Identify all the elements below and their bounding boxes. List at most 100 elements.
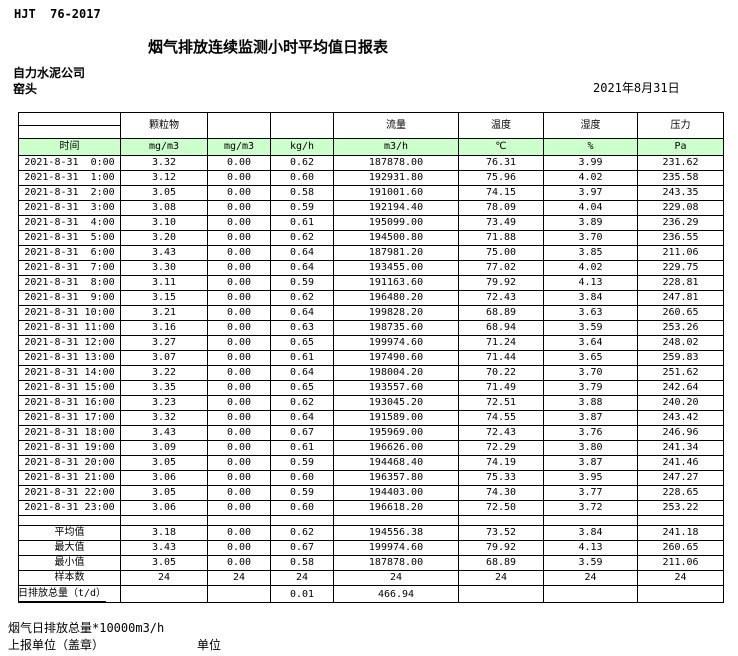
report-date: 2021年8月31日 [593, 81, 680, 95]
value-cell: 3.70 [543, 230, 638, 246]
value-cell: 3.59 [543, 555, 638, 571]
summary-label: 最大值 [18, 540, 121, 556]
value-cell: 0.00 [207, 260, 271, 276]
value-cell: 3.99 [543, 155, 638, 171]
value-cell: 73.49 [458, 215, 544, 231]
value-cell: 235.58 [637, 170, 724, 186]
spacer-row [18, 515, 724, 526]
value-cell: 3.20 [120, 230, 208, 246]
time-cell: 2021-8-31 11:00 [18, 320, 121, 336]
time-cell: 2021-8-31 20:00 [18, 455, 121, 471]
value-cell: 72.51 [458, 395, 544, 411]
value-cell: 192194.40 [333, 200, 459, 216]
value-cell [458, 585, 544, 603]
time-cell: 2021-8-31 22:00 [18, 485, 121, 501]
value-cell: 260.65 [637, 540, 724, 556]
table-row: 2021-8-31 13:00 3.07 0.00 0.61 197490.60 71.4… [18, 350, 724, 366]
value-cell: 198004.20 [333, 365, 459, 381]
value-cell [207, 585, 271, 603]
value-cell: 194500.80 [333, 230, 459, 246]
value-cell: 0.64 [270, 410, 334, 426]
value-cell: 0.00 [207, 245, 271, 261]
value-cell: 0.62 [270, 525, 334, 541]
value-cell: 0.00 [207, 440, 271, 456]
value-cell: 75.00 [458, 245, 544, 261]
value-cell: 0.62 [270, 155, 334, 171]
table-row: 2021-8-31 8:00 3.11 0.00 0.59 191163.60 79.92… [18, 275, 724, 291]
value-cell: 260.65 [637, 305, 724, 321]
value-cell: 253.26 [637, 320, 724, 336]
unit-percent: % [543, 138, 638, 156]
value-cell: 243.35 [637, 185, 724, 201]
station-name: 窑头 [13, 82, 38, 96]
spacer-cell [637, 515, 724, 526]
table-row: 2021-8-31 23:00 3.06 0.00 0.60 196618.20 72.5… [18, 500, 724, 516]
total-label: 日排放总量（t/d） [17, 585, 121, 603]
spacer-cell [18, 515, 121, 526]
time-cell: 2021-8-31 6:00 [18, 245, 121, 261]
value-cell: 231.62 [637, 155, 724, 171]
value-cell: 3.64 [543, 335, 638, 351]
value-cell: 0.00 [207, 290, 271, 306]
table-row: 2021-8-31 16:00 3.23 0.00 0.62 193045.20 72.5… [18, 395, 724, 411]
value-cell: 3.72 [543, 500, 638, 516]
value-cell: 0.00 [207, 320, 271, 336]
value-cell: 3.43 [120, 425, 208, 441]
value-cell: 0.00 [207, 215, 271, 231]
table-row: 2021-8-31 18:00 3.43 0.00 0.67 195969.00 72.4… [18, 425, 724, 441]
value-cell: 3.12 [120, 170, 208, 186]
value-cell: 193455.00 [333, 260, 459, 276]
value-cell: 0.62 [270, 395, 334, 411]
time-cell: 2021-8-31 23:00 [18, 500, 121, 516]
value-cell: 0.00 [207, 425, 271, 441]
value-cell: 0.65 [270, 335, 334, 351]
value-cell: 75.33 [458, 470, 544, 486]
monitoring-table: 颗粒物 流量 温度 湿度 压力 时间 mg/m3 mg/m3 kg/h m3/h… [17, 112, 724, 603]
value-cell: 211.06 [637, 555, 724, 571]
table-row: 2021-8-31 4:00 3.10 0.00 0.61 195099.00 73.49… [18, 215, 724, 231]
value-cell: 0.00 [207, 305, 271, 321]
value-cell: 195969.00 [333, 425, 459, 441]
summary-row: 最小值 3.05 0.00 0.58 187878.00 68.89 3.59 211.06 [18, 555, 724, 571]
value-cell: 3.80 [543, 440, 638, 456]
value-cell [637, 585, 724, 603]
value-cell: 0.00 [207, 155, 271, 171]
value-cell: 72.29 [458, 440, 544, 456]
time-cell: 2021-8-31 16:00 [18, 395, 121, 411]
value-cell: 24 [333, 570, 459, 586]
value-cell: 236.29 [637, 215, 724, 231]
time-cell: 2021-8-31 18:00 [18, 425, 121, 441]
table-row: 2021-8-31 15:00 3.35 0.00 0.65 193557.60 71.4… [18, 380, 724, 396]
value-cell: 74.19 [458, 455, 544, 471]
value-cell: 0.62 [270, 230, 334, 246]
value-cell: 191001.60 [333, 185, 459, 201]
value-cell: 0.67 [270, 425, 334, 441]
spacer-cell [333, 515, 459, 526]
value-cell: 246.96 [637, 425, 724, 441]
time-column-header: 时间 [18, 138, 121, 156]
value-cell: 0.64 [270, 305, 334, 321]
report-unit-label: 上报单位（盖章） [8, 638, 105, 652]
unit-m3h: m3/h [333, 138, 459, 156]
value-cell: 241.46 [637, 455, 724, 471]
value-cell: 3.06 [120, 470, 208, 486]
value-cell: 0.00 [207, 170, 271, 186]
time-cell: 2021-8-31 8:00 [18, 275, 121, 291]
time-cell: 2021-8-31 4:00 [18, 215, 121, 231]
spacer-cell [543, 515, 638, 526]
value-cell: 24 [543, 570, 638, 586]
table-row: 2021-8-31 3:00 3.08 0.00 0.59 192194.40 78.09… [18, 200, 724, 216]
unit-label: 单位 [197, 638, 222, 652]
value-cell: 0.59 [270, 200, 334, 216]
time-cell: 2021-8-31 9:00 [18, 290, 121, 306]
value-cell: 0.64 [270, 245, 334, 261]
value-cell: 196480.20 [333, 290, 459, 306]
value-cell: 0.61 [270, 350, 334, 366]
header-row-1: 颗粒物 流量 温度 湿度 压力 [18, 112, 724, 139]
value-cell: 229.08 [637, 200, 724, 216]
table-row: 2021-8-31 6:00 3.43 0.00 0.64 187981.20 75.00… [18, 245, 724, 261]
value-cell: 3.15 [120, 290, 208, 306]
value-cell: 76.31 [458, 155, 544, 171]
value-cell: 247.27 [637, 470, 724, 486]
value-cell: 72.43 [458, 425, 544, 441]
